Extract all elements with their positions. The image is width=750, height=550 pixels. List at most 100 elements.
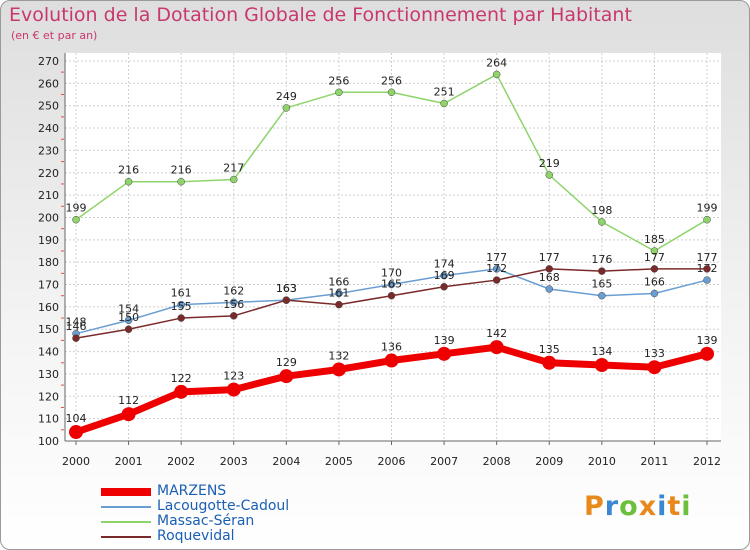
data-label: 217 [223,161,244,174]
y-tick-label: 230 [38,144,59,157]
data-label: 112 [118,394,139,407]
data-label: 216 [171,164,192,177]
x-tick-label: 2011 [640,455,668,468]
legend-label: Lacougotte-Cadoul [157,498,290,514]
data-point [335,300,343,309]
data-label: 198 [591,204,612,217]
data-label: 122 [171,372,192,385]
data-point [489,340,504,355]
data-label: 185 [644,233,665,246]
plot-area [65,53,721,441]
logo-letter: x [638,491,658,522]
x-tick-label: 2007 [430,455,458,468]
x-tick-label: 2009 [535,455,563,468]
data-point [72,215,80,224]
data-label: 139 [434,334,455,347]
x-tick-label: 2003 [220,455,248,468]
data-label: 177 [644,251,665,264]
data-point [647,360,662,375]
y-tick-label: 180 [38,256,59,269]
x-tick-label: 2012 [693,455,721,468]
data-point [124,316,133,325]
data-point [650,289,659,298]
y-tick-label: 260 [38,77,59,90]
data-point [226,382,241,397]
data-label: 177 [486,251,507,264]
data-point [230,175,238,184]
data-label: 136 [381,341,402,354]
data-label: 133 [644,347,665,360]
legend-label: Roquevidal [157,528,235,544]
data-label: 134 [591,345,612,358]
data-point [230,298,238,307]
data-label: 165 [591,278,612,291]
data-point [598,218,606,226]
legend-swatch [101,521,151,523]
data-point [384,353,399,368]
data-point [545,171,553,179]
y-tick-label: 210 [38,189,59,202]
data-point [492,70,501,79]
data-point [545,265,553,273]
data-point [440,99,448,108]
data-point [177,300,185,309]
data-label: 199 [697,202,718,215]
data-point [387,88,396,97]
data-point [650,265,659,273]
y-tick-label: 160 [38,301,59,314]
legend-swatch [101,506,151,508]
data-point [331,362,346,377]
data-label: 264 [486,56,507,69]
data-label: 163 [276,282,297,295]
data-label: 176 [591,253,612,266]
data-point [121,407,136,422]
y-tick-label: 150 [38,323,59,336]
data-label: 139 [697,334,718,347]
data-label: 216 [118,164,139,177]
x-tick-label: 2000 [62,455,90,468]
data-label: 148 [66,316,87,329]
data-point [440,283,448,291]
data-point [230,312,238,320]
data-point [703,265,711,273]
data-label: 169 [434,269,455,282]
data-point [124,177,133,186]
data-label: 135 [539,343,560,356]
data-point [542,355,557,370]
data-label: 249 [276,90,297,103]
line-chart: 100 110 120 130 140 150 160 170 180 190 200 210 220 2… [38,53,721,468]
data-label: 170 [381,267,402,280]
data-point [440,271,448,280]
data-label: 163 [276,282,297,295]
x-tick-label: 2010 [588,455,616,468]
data-point [335,88,343,97]
data-point [598,291,606,300]
data-label: 177 [539,251,560,264]
data-point [335,289,343,298]
data-label: 161 [328,287,349,300]
logo-letter: P [584,491,605,522]
data-point [282,104,291,112]
chart-subtitle: (en € et par an) [11,29,98,42]
data-label: 162 [223,284,244,297]
data-point [282,296,291,304]
legend-swatch [101,488,151,496]
data-label: 174 [434,258,455,271]
y-tick-label: 170 [38,279,59,292]
data-label: 123 [223,370,244,383]
logo-letter: r [604,491,620,522]
x-tick-label: 2006 [378,455,406,468]
y-tick-label: 120 [38,390,59,403]
data-point [174,384,189,399]
data-label: 129 [276,356,297,369]
logo-letter: t [667,491,682,522]
data-label: 150 [118,311,139,324]
data-label: 256 [328,74,349,87]
data-point [124,325,133,333]
data-point [437,346,452,361]
data-label: 104 [66,412,87,425]
chart-title: Evolution de la Dotation Globale de Fonc… [9,4,632,26]
data-label: 156 [223,298,244,311]
data-point [69,425,83,440]
y-tick-label: 240 [38,122,59,135]
